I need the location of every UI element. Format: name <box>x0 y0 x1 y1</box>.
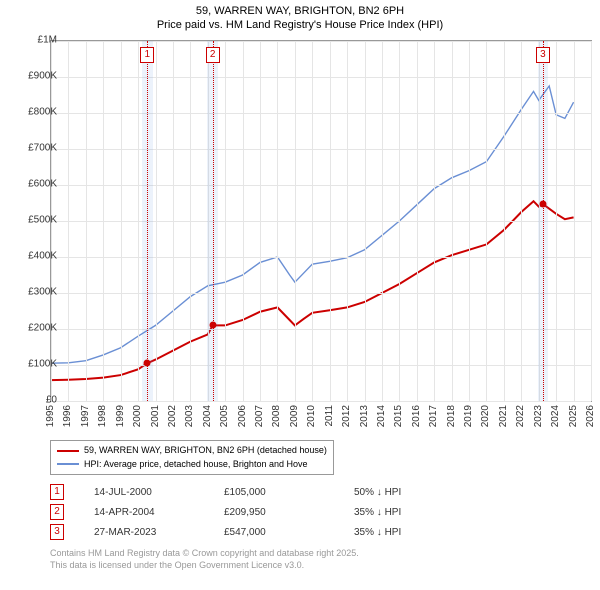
x-axis-label: 2024 <box>550 405 561 427</box>
legend: 59, WARREN WAY, BRIGHTON, BN2 6PH (detac… <box>50 440 334 475</box>
x-axis-label: 1995 <box>45 405 56 427</box>
x-axis-label: 1999 <box>115 405 126 427</box>
legend-label-hpi: HPI: Average price, detached house, Brig… <box>84 458 307 472</box>
plot-area: 1 2 3 <box>50 40 592 402</box>
attribution-line1: Contains HM Land Registry data © Crown c… <box>50 548 359 560</box>
sale-row: 2 14-APR-2004£209,95035% ↓ HPI <box>50 502 474 522</box>
sale-price: £105,000 <box>224 487 354 498</box>
x-axis-label: 2008 <box>271 405 282 427</box>
sale-number-box: 2 <box>50 504 64 520</box>
sale-marker-3: 3 <box>536 47 550 63</box>
x-axis-label: 2006 <box>237 405 248 427</box>
x-axis-label: 2020 <box>480 405 491 427</box>
legend-item-hpi: HPI: Average price, detached house, Brig… <box>57 458 327 472</box>
legend-item-property: 59, WARREN WAY, BRIGHTON, BN2 6PH (detac… <box>57 444 327 458</box>
x-axis-label: 2017 <box>428 405 439 427</box>
x-axis-label: 2010 <box>306 405 317 427</box>
y-axis-label: £600K <box>28 179 57 190</box>
x-axis-label: 2009 <box>289 405 300 427</box>
sale-diff: 35% ↓ HPI <box>354 507 474 518</box>
x-axis-label: 2003 <box>184 405 195 427</box>
x-axis-label: 2005 <box>219 405 230 427</box>
sale-date: 14-JUL-2000 <box>94 487 224 498</box>
sale-dot <box>539 201 546 208</box>
sale-price: £209,950 <box>224 507 354 518</box>
legend-swatch-hpi <box>57 463 79 465</box>
sale-marker-1: 1 <box>140 47 154 63</box>
x-axis-label: 2002 <box>167 405 178 427</box>
legend-swatch-property <box>57 450 79 452</box>
y-axis-label: £200K <box>28 323 57 334</box>
x-axis-label: 2001 <box>150 405 161 427</box>
sale-date: 27-MAR-2023 <box>94 527 224 538</box>
x-axis-label: 1996 <box>62 405 73 427</box>
x-axis-label: 2021 <box>498 405 509 427</box>
sale-price: £547,000 <box>224 527 354 538</box>
x-axis-label: 2007 <box>254 405 265 427</box>
x-axis-label: 2019 <box>463 405 474 427</box>
sale-row: 3 27-MAR-2023£547,00035% ↓ HPI <box>50 522 474 542</box>
x-axis-label: 2025 <box>568 405 579 427</box>
x-axis-label: 2026 <box>585 405 596 427</box>
sale-diff: 50% ↓ HPI <box>354 487 474 498</box>
chart-container: 59, WARREN WAY, BRIGHTON, BN2 6PH Price … <box>0 0 600 590</box>
x-axis-label: 2015 <box>393 405 404 427</box>
sales-table: 1 14-JUL-2000£105,00050% ↓ HPI 2 14-APR-200… <box>50 482 474 542</box>
sale-dot <box>209 322 216 329</box>
y-axis-label: £400K <box>28 251 57 262</box>
sale-row: 1 14-JUL-2000£105,00050% ↓ HPI <box>50 482 474 502</box>
x-axis-label: 2018 <box>446 405 457 427</box>
title-line1: 59, WARREN WAY, BRIGHTON, BN2 6PH <box>0 4 600 18</box>
x-axis-label: 2000 <box>132 405 143 427</box>
x-axis-label: 2013 <box>359 405 370 427</box>
x-axis-label: 1997 <box>80 405 91 427</box>
sale-number-box: 3 <box>50 524 64 540</box>
x-axis-label: 2016 <box>411 405 422 427</box>
y-axis-label: £900K <box>28 71 57 82</box>
y-axis-label: £0 <box>46 395 57 406</box>
sale-number-box: 1 <box>50 484 64 500</box>
sale-marker-2: 2 <box>206 47 220 63</box>
x-axis-label: 1998 <box>97 405 108 427</box>
x-axis-label: 2023 <box>533 405 544 427</box>
sale-diff: 35% ↓ HPI <box>354 527 474 538</box>
x-axis-label: 2004 <box>202 405 213 427</box>
chart-title: 59, WARREN WAY, BRIGHTON, BN2 6PH Price … <box>0 0 600 33</box>
attribution-line2: This data is licensed under the Open Gov… <box>50 560 359 572</box>
sale-date: 14-APR-2004 <box>94 507 224 518</box>
x-axis-label: 2022 <box>515 405 526 427</box>
y-axis-label: £500K <box>28 215 57 226</box>
y-axis-label: £300K <box>28 287 57 298</box>
y-axis-label: £700K <box>28 143 57 154</box>
y-axis-label: £100K <box>28 359 57 370</box>
legend-label-property: 59, WARREN WAY, BRIGHTON, BN2 6PH (detac… <box>84 444 327 458</box>
x-axis-label: 2011 <box>324 405 335 427</box>
x-axis-label: 2012 <box>341 405 352 427</box>
sale-dot <box>144 360 151 367</box>
y-axis-label: £800K <box>28 107 57 118</box>
y-axis-label: £1M <box>38 35 57 46</box>
title-line2: Price paid vs. HM Land Registry's House … <box>0 18 600 32</box>
attribution: Contains HM Land Registry data © Crown c… <box>50 548 359 571</box>
x-axis-label: 2014 <box>376 405 387 427</box>
